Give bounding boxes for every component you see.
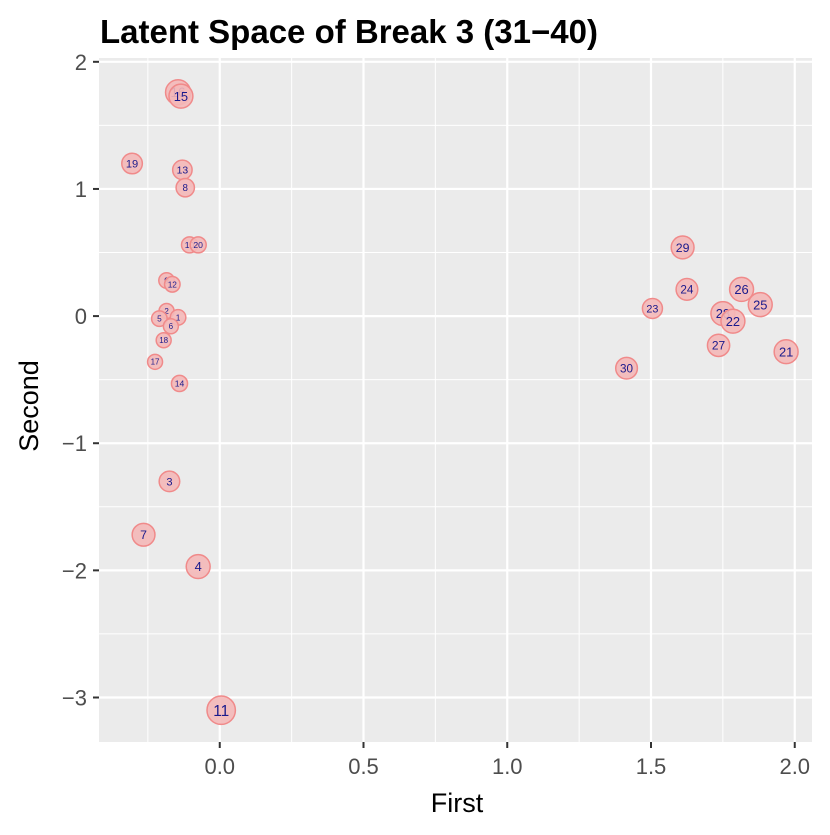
data-point-label: 18 — [159, 336, 168, 345]
data-point — [121, 152, 144, 175]
data-point-label: 30 — [620, 362, 634, 375]
data-point-label: 3 — [166, 476, 172, 488]
data-point-label: 22 — [726, 314, 740, 329]
y-tick-label: −2 — [62, 558, 87, 583]
data-point — [163, 275, 181, 293]
data-point — [146, 353, 164, 371]
y-tick-label: 2 — [75, 50, 87, 75]
y-axis: 2 1 0 −1 −2 −3 — [62, 50, 99, 711]
data-point-label: 2 — [164, 307, 169, 316]
data-point — [150, 310, 168, 328]
data-point — [641, 297, 664, 320]
data-point — [131, 522, 156, 547]
grid-minor — [99, 58, 812, 742]
y-axis-label: Second — [14, 360, 44, 452]
data-point-label: 7 — [140, 528, 147, 542]
data-point — [158, 470, 181, 493]
data-point-label: 17 — [151, 358, 160, 367]
data-point-label: 11 — [213, 703, 229, 720]
data-point-label: 15 — [174, 89, 188, 104]
data-point — [189, 236, 207, 254]
data-point-label: 6 — [169, 322, 174, 331]
points-layer: 1615191381020912215618171437411292426252… — [121, 79, 799, 726]
x-tick-label: 1.0 — [492, 754, 523, 779]
data-point-label: 5 — [157, 314, 162, 324]
data-point — [706, 333, 731, 358]
data-point — [720, 308, 746, 334]
data-point-label: 1 — [176, 312, 181, 322]
chart-title: Latent Space of Break 3 (31−40) — [100, 13, 598, 50]
data-point-label: 13 — [177, 166, 189, 177]
data-point-label: 23 — [646, 303, 658, 315]
x-tick-label: 0.0 — [204, 754, 235, 779]
data-point-label: 20 — [193, 240, 203, 250]
plot-panel — [99, 58, 812, 742]
x-axis: 0.0 0.5 1.0 1.5 2.0 — [204, 742, 810, 779]
data-point — [670, 235, 695, 260]
data-point — [185, 553, 211, 580]
data-point — [175, 177, 196, 198]
data-point-label: 24 — [680, 284, 694, 297]
data-point-label: 26 — [734, 282, 748, 297]
data-point — [170, 374, 189, 393]
data-point-label: 8 — [183, 183, 189, 194]
data-point — [614, 356, 639, 380]
data-point — [155, 332, 172, 349]
data-point — [162, 318, 180, 335]
y-tick-label: −1 — [62, 431, 87, 456]
data-point — [168, 83, 194, 109]
y-tick-label: −3 — [62, 686, 87, 711]
data-point-label: 12 — [168, 279, 178, 289]
x-tick-label: 1.5 — [636, 754, 667, 779]
data-point-label: 14 — [175, 379, 185, 389]
data-point — [747, 291, 773, 318]
data-point-label: 29 — [676, 241, 690, 255]
data-point-label: 27 — [712, 339, 726, 353]
x-axis-label: First — [431, 788, 484, 818]
y-tick-label: 0 — [75, 304, 87, 329]
data-point — [675, 277, 699, 301]
grid-major — [99, 58, 812, 742]
data-point-label: 4 — [195, 559, 202, 574]
data-point — [728, 276, 755, 303]
data-point — [773, 338, 799, 365]
x-tick-label: 0.5 — [348, 754, 379, 779]
y-tick-label: 1 — [75, 177, 87, 202]
data-point-label: 25 — [753, 297, 767, 312]
data-point — [206, 695, 237, 726]
data-point-label: 19 — [126, 159, 138, 171]
x-tick-label: 2.0 — [779, 754, 810, 779]
data-point-label: 21 — [779, 344, 793, 359]
